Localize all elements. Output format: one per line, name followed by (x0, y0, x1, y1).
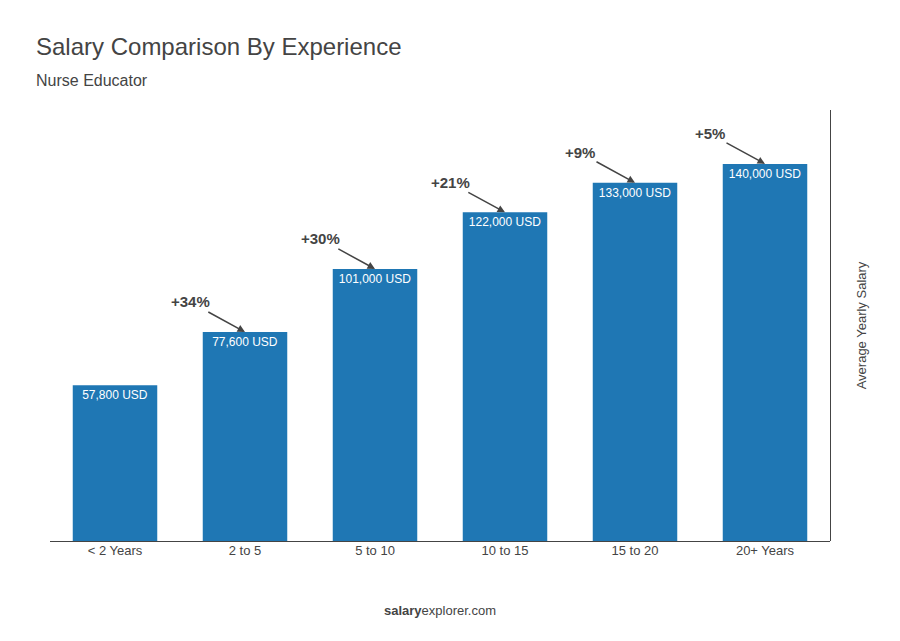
svg-text:+34%: +34% (171, 293, 210, 310)
svg-text:20+ Years: 20+ Years (736, 543, 795, 558)
svg-text:122,000 USD: 122,000 USD (469, 215, 541, 229)
svg-text:+21%: +21% (431, 174, 470, 191)
svg-text:+5%: +5% (695, 125, 725, 142)
svg-text:< 2 Years: < 2 Years (88, 543, 143, 558)
svg-text:10 to 15: 10 to 15 (482, 543, 529, 558)
svg-text:101,000 USD: 101,000 USD (339, 272, 411, 286)
svg-text:57,800 USD: 57,800 USD (82, 388, 148, 402)
svg-text:+30%: +30% (301, 230, 340, 247)
svg-text:5 to 10: 5 to 10 (355, 543, 395, 558)
svg-text:140,000 USD: 140,000 USD (729, 167, 801, 181)
svg-text:Salary Comparison By Experienc: Salary Comparison By Experience (36, 33, 402, 60)
svg-text:2 to 5: 2 to 5 (229, 543, 262, 558)
svg-text:77,600 USD: 77,600 USD (212, 335, 278, 349)
svg-text:Average Yearly Salary: Average Yearly Salary (854, 261, 869, 389)
svg-text:salaryexplorer.com: salaryexplorer.com (384, 603, 496, 618)
svg-text:15 to 20: 15 to 20 (612, 543, 659, 558)
svg-text:+9%: +9% (565, 144, 595, 161)
svg-text:Nurse Educator: Nurse Educator (36, 72, 148, 89)
svg-text:133,000 USD: 133,000 USD (599, 186, 671, 200)
